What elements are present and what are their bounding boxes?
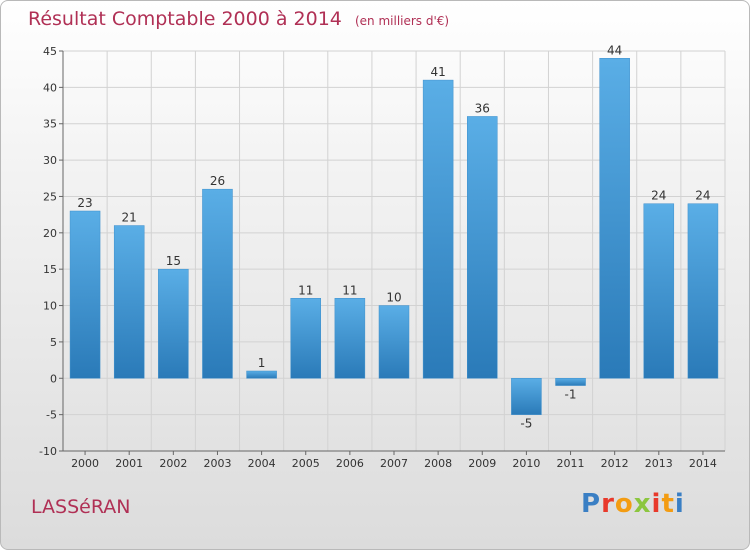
bar-2012 (599, 58, 630, 379)
chart-title-units: (en milliers d'€) (354, 14, 450, 28)
value-label-2005: 11 (298, 283, 313, 297)
y-tick-label: 5 (50, 336, 57, 349)
chart-title-main: Résultat Comptable 2000 à 2014 (28, 8, 342, 30)
y-tick-label: 35 (43, 118, 57, 131)
logo-letter: o (614, 489, 634, 519)
value-label-2012: 44 (607, 43, 622, 57)
proxiti-logo: Proxiti (581, 489, 685, 519)
bar-2010 (511, 378, 542, 415)
x-tick-label-2008: 2008 (424, 457, 452, 470)
axes: -10 -5 0 5 10 15 20 25 30 35 40 45 2000 2001 2002 2003 2… (39, 45, 725, 470)
bar-2005 (290, 298, 321, 379)
logo-letter: x (633, 489, 652, 519)
bar-2014 (687, 203, 719, 379)
bar-2002 (158, 268, 189, 379)
bar-2007 (378, 305, 410, 379)
bar-2006 (334, 298, 366, 379)
x-tick-label-2001: 2001 (115, 457, 143, 470)
logo-letter: P (581, 489, 602, 519)
x-tick-label-2009: 2009 (468, 457, 496, 470)
value-label-2013: 24 (651, 189, 666, 203)
x-tick-label-2004: 2004 (248, 457, 276, 470)
value-label-2010: -5 (520, 417, 532, 431)
x-tick-label-2006: 2006 (336, 457, 364, 470)
y-tick-label: 10 (43, 300, 57, 313)
value-label-2002: 15 (166, 254, 181, 268)
value-label-2008: 41 (430, 65, 445, 79)
value-label-2011: -1 (565, 388, 577, 402)
logo-letter: i (674, 489, 685, 519)
bar-2008 (422, 79, 454, 379)
bar-2003 (202, 188, 233, 379)
chart-title: Résultat Comptable 2000 à 2014 (en milli… (28, 8, 449, 30)
town-name: LASSéRAN (31, 496, 131, 518)
bars (69, 58, 719, 415)
x-tick-label-2005: 2005 (292, 457, 320, 470)
x-tick-label-2010: 2010 (512, 457, 540, 470)
x-tick-label-2003: 2003 (203, 457, 231, 470)
x-tick-label-2007: 2007 (380, 457, 408, 470)
x-tick-label-2014: 2014 (689, 457, 717, 470)
y-tick-label: 45 (43, 45, 57, 58)
y-tick-label: 20 (43, 227, 57, 240)
x-tick-label-2013: 2013 (645, 457, 673, 470)
value-label-2003: 26 (210, 174, 225, 188)
value-label-2007: 10 (386, 291, 401, 305)
y-tick-label: -10 (39, 445, 57, 458)
y-tick-label: 25 (43, 190, 57, 203)
value-label-2000: 23 (77, 196, 92, 210)
bar-2013 (643, 203, 675, 379)
value-label-2004: 1 (258, 356, 266, 370)
y-tick-label: 0 (50, 372, 57, 385)
x-tick-label-2011: 2011 (557, 457, 585, 470)
x-tick-label-2000: 2000 (71, 457, 99, 470)
bar-2004 (246, 370, 277, 379)
logo-letter: t (661, 489, 675, 519)
value-label-2001: 21 (122, 211, 137, 225)
bar-2001 (113, 225, 145, 379)
y-tick-label: 40 (43, 81, 57, 94)
y-tick-label: 15 (43, 263, 57, 276)
bar-2009 (467, 116, 498, 379)
y-tick-label: 30 (43, 154, 57, 167)
x-tick-label-2002: 2002 (159, 457, 187, 470)
value-label-2006: 11 (342, 283, 357, 297)
logo-letter: r (601, 489, 615, 519)
logo-letter: i (651, 489, 662, 519)
value-label-2014: 24 (695, 189, 710, 203)
bar-2011 (555, 378, 586, 386)
x-tick-label-2012: 2012 (601, 457, 629, 470)
bar-2000 (69, 210, 101, 379)
y-tick-label: -5 (46, 409, 57, 422)
value-label-2009: 36 (475, 101, 490, 115)
